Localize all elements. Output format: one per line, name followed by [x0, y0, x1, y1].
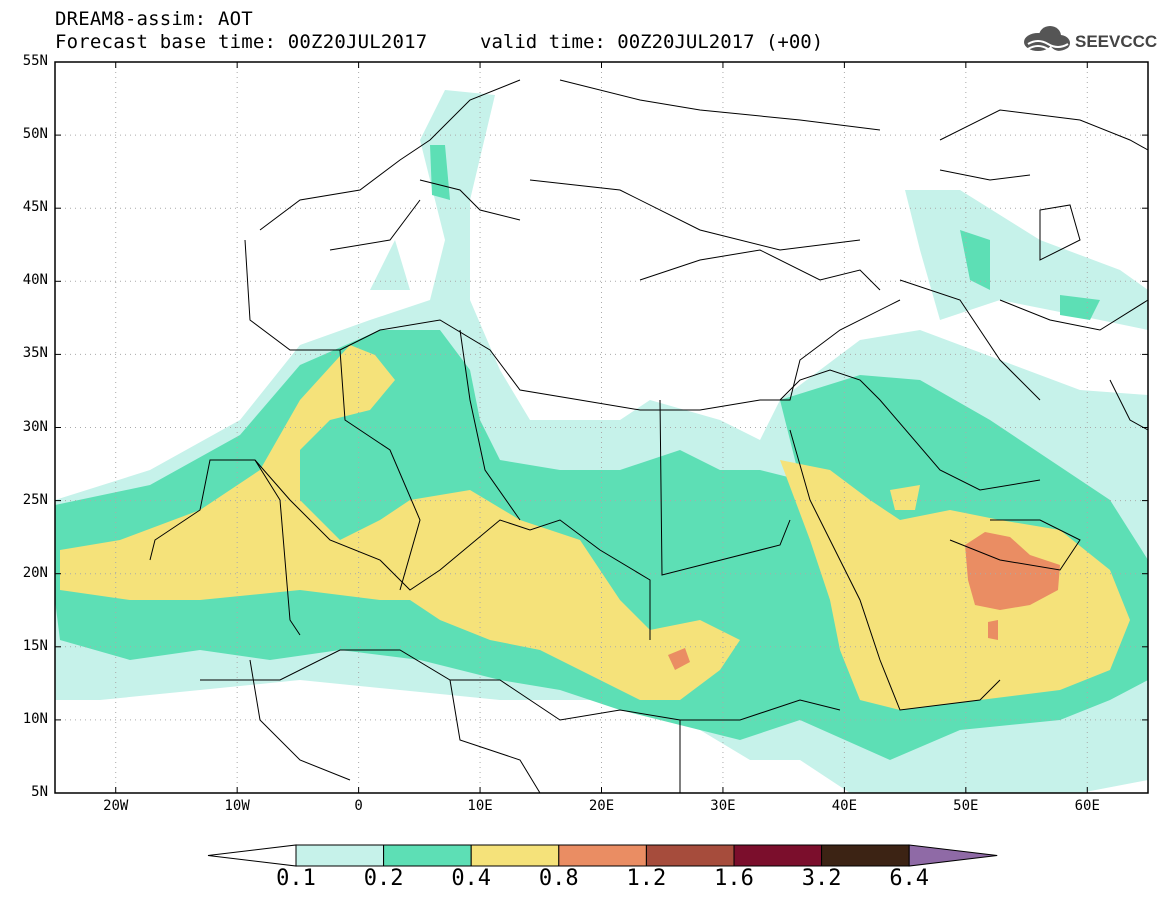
lat-label: 55N	[22, 53, 48, 69]
colorbar-label: 1.2	[626, 866, 667, 891]
colorbar-segment	[821, 844, 910, 867]
colorbar-segment	[295, 844, 385, 867]
model-title: DREAM8-assim: AOT	[55, 8, 253, 30]
lon-label: 0	[354, 798, 363, 814]
lat-label: 50N	[22, 126, 48, 143]
valid-time: valid time: 00Z20JUL2017 (+00)	[480, 31, 824, 53]
country-borders	[149, 79, 1149, 794]
lon-label: 20E	[588, 798, 615, 814]
lat-label: 20N	[22, 564, 48, 581]
lon-label: 20W	[103, 798, 129, 814]
axis-ticks	[55, 61, 1148, 794]
seevccc-logo: SEEVCCC	[1024, 26, 1157, 53]
lat-label: 40N	[22, 272, 48, 289]
aot-fields	[55, 90, 1148, 793]
colorbar-segment	[558, 844, 647, 867]
lon-label: 50E	[953, 798, 979, 814]
lat-label: 5N	[31, 784, 48, 800]
colorbar-label: 0.1	[276, 866, 316, 891]
colorbar-high-arrow	[908, 844, 998, 867]
forecast-base-time: Forecast base time: 00Z20JUL2017	[55, 31, 428, 53]
colorbar-label: 0.2	[363, 866, 404, 891]
colorbar-label: 1.6	[714, 866, 754, 891]
logo-text: SEEVCCC	[1075, 32, 1157, 51]
lon-label: 60E	[1074, 798, 1100, 814]
aot-band-0.4	[60, 345, 1130, 710]
lon-label: 10W	[224, 798, 250, 814]
lat-label: 25N	[22, 491, 48, 508]
lat-label: 15N	[22, 637, 48, 654]
colorbar-segment	[733, 844, 823, 867]
colorbar-segment	[645, 844, 735, 867]
lat-label: 30N	[22, 418, 48, 435]
colorbar-label: 3.2	[801, 866, 842, 891]
cloud-icon	[1024, 26, 1070, 53]
lat-label: 35N	[22, 345, 48, 362]
colorbar-low-arrow	[207, 844, 297, 867]
aot-band-0.8	[668, 532, 1060, 670]
lon-label: 30E	[710, 798, 736, 814]
colorbar-label: 0.8	[538, 866, 579, 891]
colorbar-label: 0.4	[451, 866, 492, 891]
lat-label: 10N	[22, 710, 48, 727]
map-grid	[55, 62, 1148, 793]
colorbar-label: 6.4	[889, 866, 930, 891]
lon-label: 40E	[831, 798, 858, 814]
colorbar-segment	[470, 844, 560, 867]
lon-label: 10E	[467, 798, 493, 814]
lat-label: 45N	[22, 199, 48, 216]
colorbar-segment	[383, 844, 472, 867]
